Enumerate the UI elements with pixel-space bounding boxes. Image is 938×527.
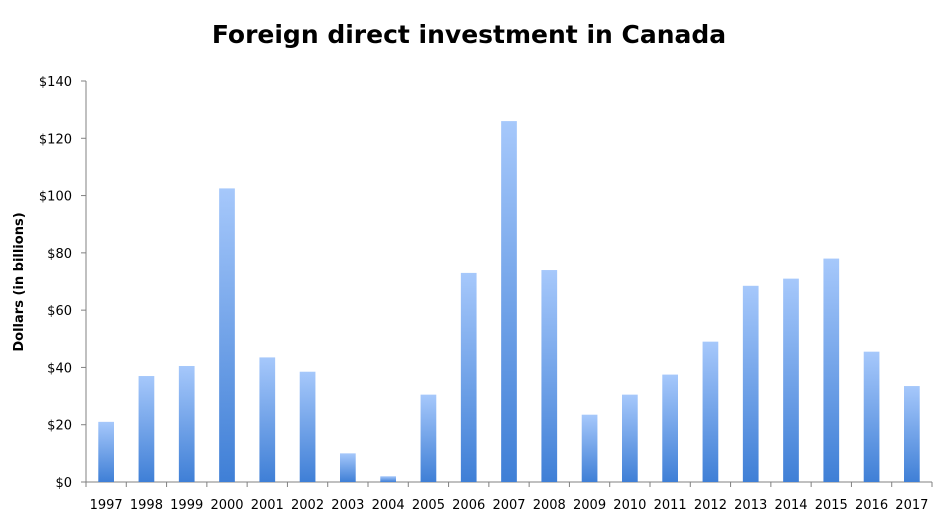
x-tick-label: 2007 [492, 498, 525, 513]
bar-2009 [581, 414, 598, 482]
bar-1998 [138, 376, 155, 482]
x-tick-label: 2004 [372, 498, 405, 513]
bar-2005 [420, 394, 437, 482]
bar-2002 [299, 371, 316, 482]
bars [98, 121, 920, 483]
x-tick-label: 2000 [210, 498, 243, 513]
x-tick-label: 1999 [170, 498, 203, 513]
x-tick-label: 2015 [815, 498, 848, 513]
bar-1999 [178, 365, 195, 482]
x-tick-label: 2008 [533, 498, 566, 513]
bar-2001 [259, 357, 276, 482]
x-tick-label: 2009 [573, 498, 606, 513]
bar-2011 [662, 374, 678, 482]
y-tick-label: $40 [47, 361, 72, 376]
x-tick-label: 2002 [291, 498, 324, 513]
x-tick-label: 2014 [774, 498, 807, 513]
bar-2014 [783, 278, 799, 482]
x-tick-label: 2016 [855, 498, 888, 513]
y-tick-label: $0 [55, 476, 72, 491]
bar-2006 [460, 272, 477, 482]
bar-2017 [904, 386, 920, 482]
x-tick-label: 2012 [694, 498, 727, 513]
y-tick-label: $140 [39, 75, 72, 90]
x-tick-label: 2005 [412, 498, 445, 513]
bar-2004 [380, 476, 396, 482]
bar-2010 [622, 394, 638, 482]
chart-title: Foreign direct investment in Canada [211, 20, 727, 49]
bar-2015 [823, 258, 840, 482]
x-tick-label: 1998 [130, 498, 163, 513]
x-axis: 1997 1998 1999 2000 2001 2002 2003 2004 2005 2006… [85, 481, 933, 513]
bar-2008 [541, 270, 558, 482]
bar-2016 [863, 351, 880, 482]
x-tick-label: 2006 [452, 498, 485, 513]
x-tick-label: 2011 [654, 498, 687, 513]
y-tick-label: $80 [47, 247, 72, 262]
bar-2012 [702, 341, 719, 482]
bar-2013 [742, 285, 759, 482]
bar-2007 [501, 121, 517, 482]
x-tick-label: 2003 [331, 498, 364, 513]
y-tick-label: $120 [39, 132, 72, 147]
bar-2000 [219, 188, 235, 483]
x-tick-label: 2001 [251, 498, 284, 513]
x-tick-label: 1997 [90, 498, 123, 513]
x-tick-label: 2010 [613, 498, 646, 513]
y-tick-label: $20 [47, 419, 72, 434]
y-tick-label: $100 [39, 190, 72, 205]
bar-1997 [98, 421, 114, 482]
x-tick-label: 2017 [895, 498, 928, 513]
bar-2003 [340, 453, 356, 482]
y-axis-title: Dollars (in billions) [12, 212, 27, 351]
y-tick-label: $60 [47, 304, 72, 319]
y-axis: $0 $20 $40 $60 $80 $100 $120 $140 [39, 75, 87, 491]
x-tick-label: 2013 [734, 498, 767, 513]
